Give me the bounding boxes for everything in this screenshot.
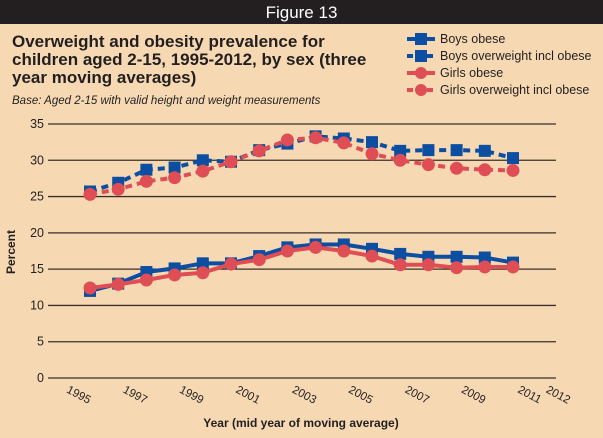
x-tick-label: 2001 — [234, 384, 262, 407]
data-point — [393, 258, 407, 272]
x-axis-ticks: 1995 1997 1999 2001 2003 2005 2007 2009 2011 2012 — [64, 384, 572, 407]
data-point — [168, 171, 182, 185]
series-line — [89, 135, 514, 197]
data-point — [280, 244, 294, 258]
data-point — [450, 161, 464, 175]
data-point — [196, 154, 209, 167]
data-point — [337, 244, 351, 258]
x-tick-label: 2012 — [544, 384, 572, 407]
y-tick-label: 30 — [30, 153, 44, 167]
legend-label: Boys overweight incl obese — [440, 48, 592, 63]
data-point — [450, 250, 463, 263]
data-point — [337, 136, 351, 150]
data-point — [478, 144, 491, 157]
series-girls-overweight-incl-obese — [83, 131, 520, 201]
data-point — [394, 144, 407, 157]
data-point — [421, 158, 435, 172]
data-point — [83, 281, 97, 295]
data-point — [111, 182, 125, 196]
data-point — [196, 164, 210, 178]
series-line — [89, 242, 514, 293]
chart-title: Overweight and obesity prevalence for ch… — [12, 32, 367, 87]
data-point — [83, 187, 97, 201]
data-point — [394, 247, 407, 260]
data-point — [139, 174, 153, 188]
data-point — [224, 257, 238, 271]
data-point — [309, 240, 323, 254]
data-point — [506, 163, 520, 177]
data-point — [168, 268, 182, 282]
data-point — [168, 161, 181, 174]
x-tick-label: 1995 — [64, 384, 92, 407]
legend-marker — [415, 66, 427, 79]
legend-marker — [415, 32, 427, 45]
data-point — [421, 258, 435, 272]
data-point — [507, 152, 519, 165]
legend-label: Girls obese — [440, 65, 504, 80]
y-tick-label: 5 — [37, 335, 44, 349]
x-tick-label: 2009 — [459, 384, 487, 407]
data-point — [366, 136, 378, 149]
series-line — [89, 134, 514, 194]
data-point — [139, 273, 153, 287]
y-tick-label: 15 — [30, 262, 44, 276]
data-point — [196, 266, 210, 280]
x-tick-label: 2007 — [403, 384, 431, 407]
legend-item: Boys overweight incl obese — [405, 47, 591, 64]
legend: Boys obese Boys overweight incl obese Girl… — [405, 30, 591, 98]
y-tick-label: 20 — [30, 226, 44, 240]
figure-header: Figure 13 — [0, 0, 603, 24]
x-tick-label: 1999 — [177, 384, 205, 407]
x-axis-label: Year (mid year of moving average) — [203, 416, 398, 430]
data-point — [506, 260, 520, 274]
legend-label: Girls overweight incl obese — [440, 82, 590, 97]
data-point — [422, 144, 435, 157]
legend-swatch-icon — [407, 49, 435, 62]
legend-item: Girls obese — [405, 64, 591, 81]
y-axis-label: Percent — [4, 230, 18, 274]
data-point — [365, 147, 379, 161]
series-line — [89, 245, 513, 290]
x-tick-label: 2011 — [516, 384, 543, 406]
x-tick-label: 2005 — [346, 384, 374, 407]
x-tick-label: 2003 — [290, 384, 318, 407]
data-point — [309, 131, 323, 145]
legend-item: Girls overweight incl obese — [405, 81, 591, 98]
y-tick-label: 35 — [30, 117, 44, 131]
data-point — [393, 153, 407, 167]
legend-marker — [415, 83, 427, 96]
data-point — [450, 144, 463, 157]
legend-swatch-icon — [407, 83, 435, 96]
y-tick-label: 10 — [30, 298, 44, 312]
data-point — [478, 251, 491, 264]
legend-label: Boys obese — [440, 31, 506, 46]
data-point — [252, 144, 266, 158]
series-group — [83, 130, 520, 297]
data-point — [365, 249, 379, 263]
legend-marker — [415, 49, 427, 62]
y-tick-label: 25 — [30, 190, 44, 204]
legend-swatch-icon — [407, 66, 435, 79]
data-point — [252, 253, 266, 267]
data-point — [111, 277, 125, 291]
x-tick-label: 1997 — [121, 384, 149, 407]
data-point — [478, 260, 492, 274]
data-point — [224, 155, 238, 169]
chart-subtitle: Base: Aged 2-15 with valid height and we… — [12, 95, 321, 107]
legend-swatch-icon — [407, 32, 435, 45]
data-point — [478, 163, 492, 177]
y-axis-ticks: 0 5 10 15 20 25 30 35 — [30, 117, 44, 385]
data-point — [196, 257, 209, 270]
data-point — [140, 163, 153, 176]
series-girls-obese — [83, 240, 520, 295]
legend-item: Boys obese — [405, 30, 591, 47]
data-point — [450, 261, 464, 275]
data-point — [280, 133, 294, 147]
figure-label: Figure 13 — [265, 3, 338, 22]
y-tick-label: 0 — [37, 371, 44, 385]
